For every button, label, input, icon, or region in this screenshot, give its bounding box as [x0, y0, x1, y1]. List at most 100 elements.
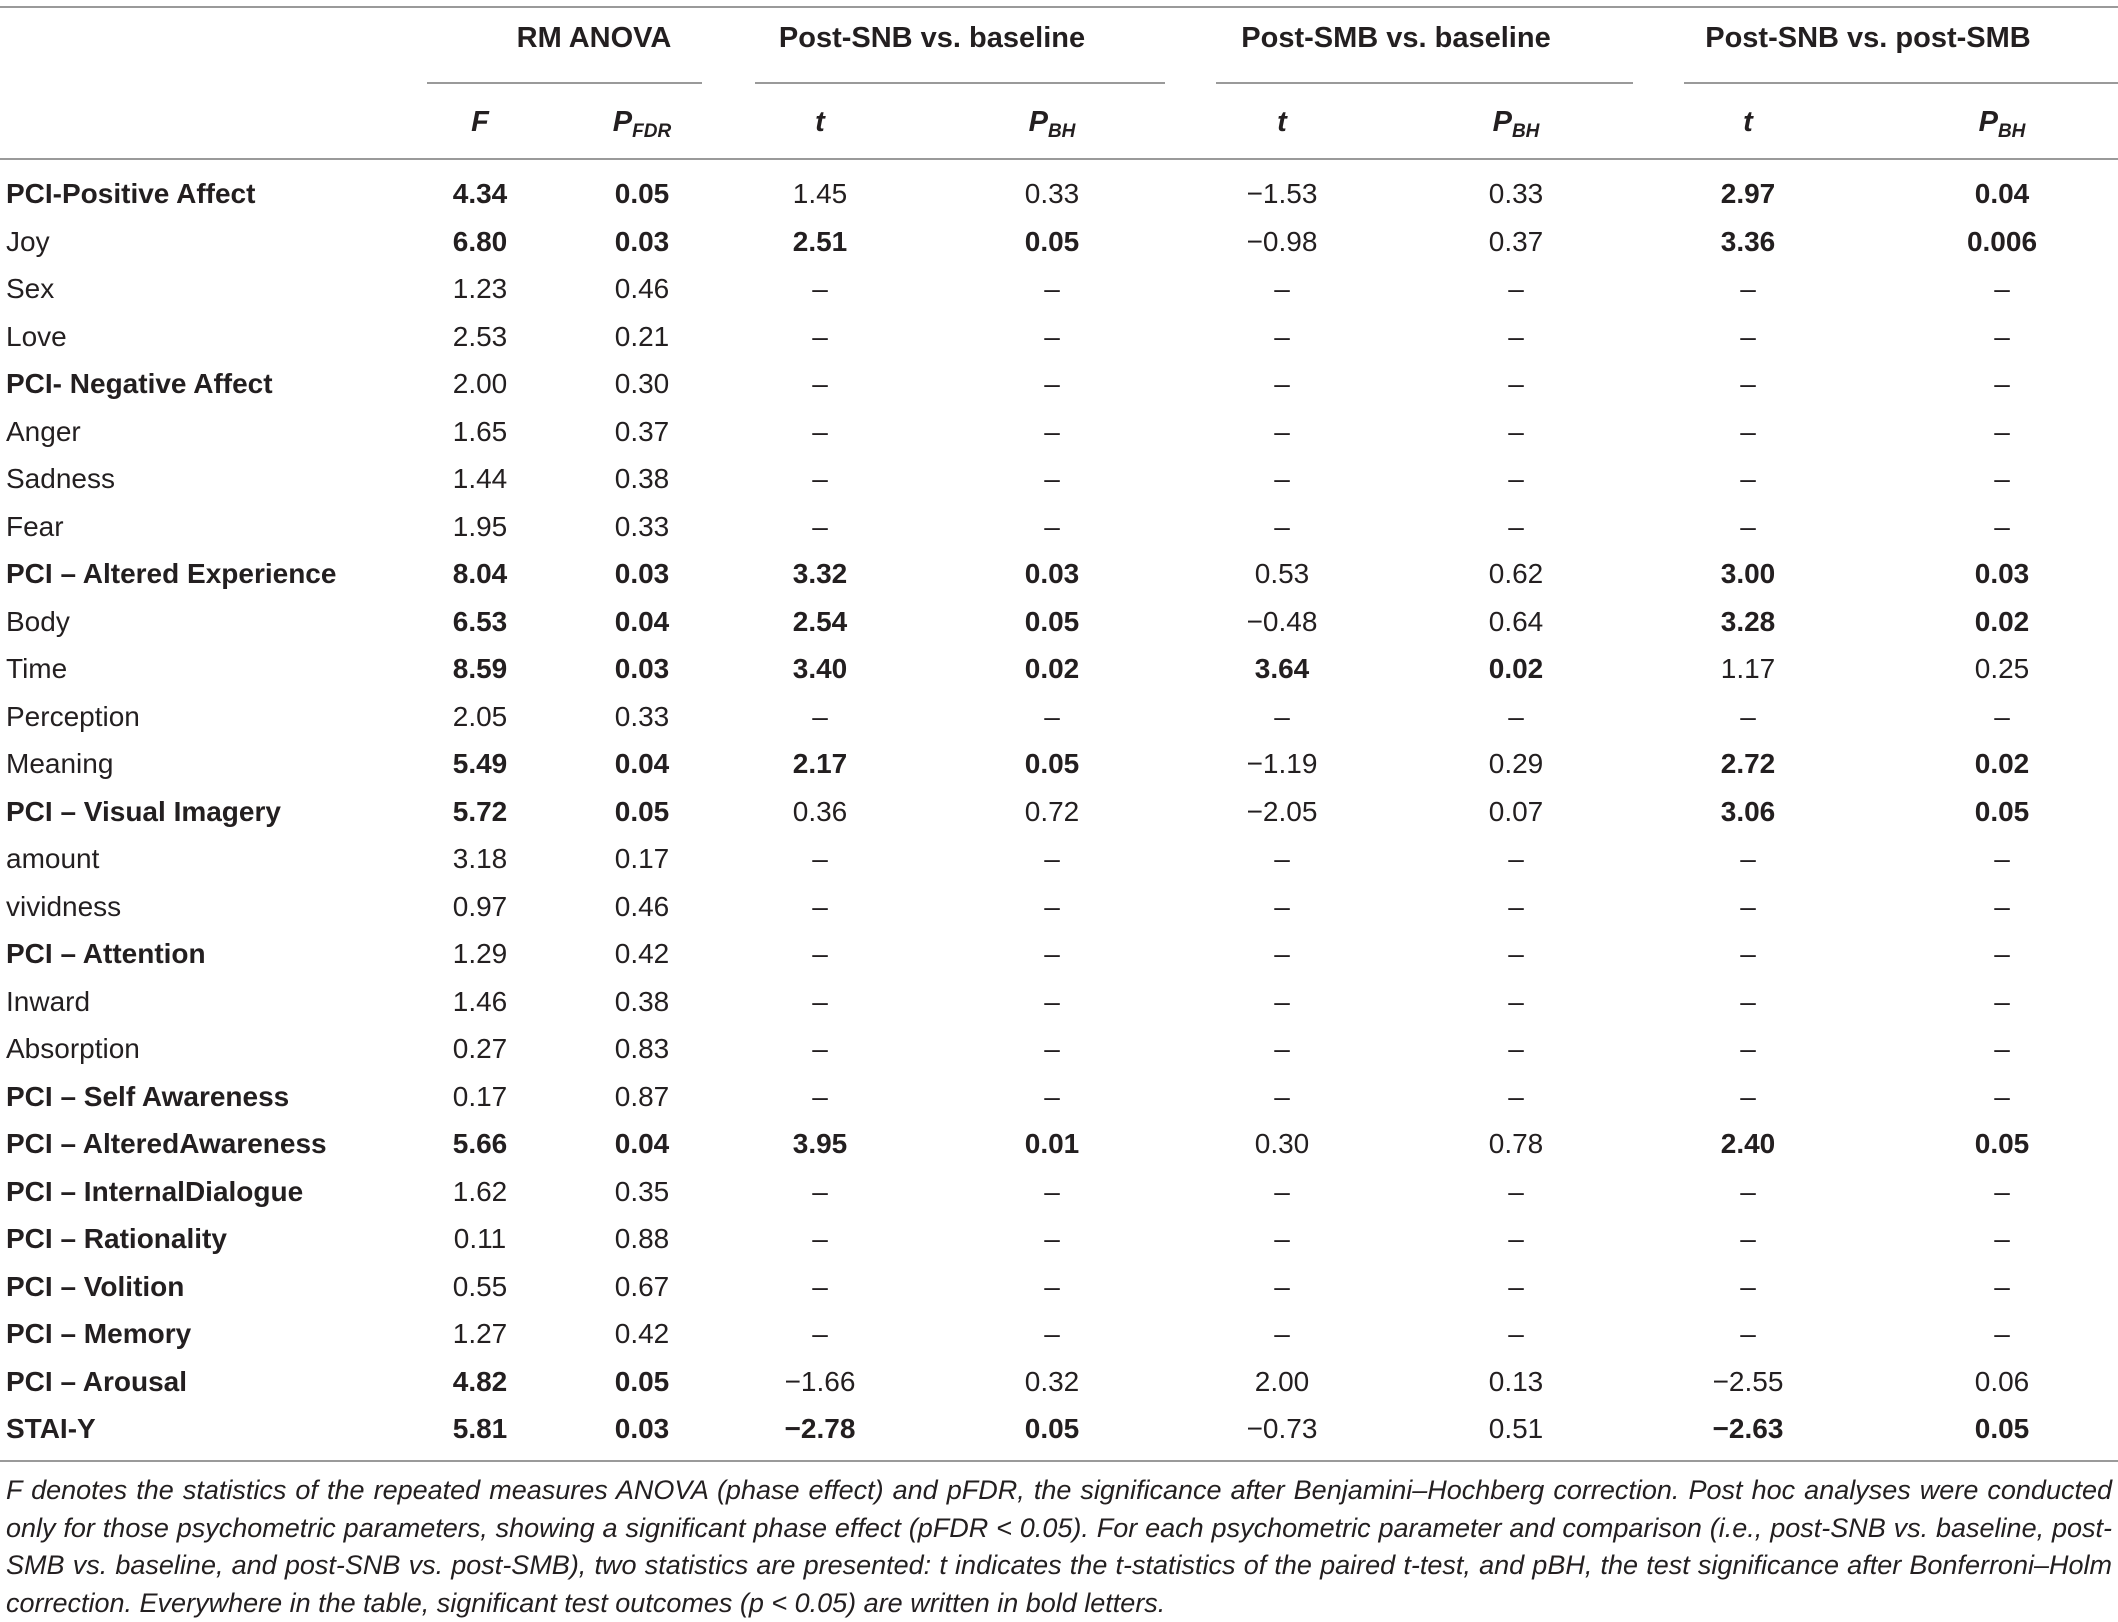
- table-cell: –: [1508, 1033, 1524, 1064]
- table-cell: –: [812, 938, 828, 969]
- table-cell: 3.28: [1720, 605, 1776, 637]
- table-cell: –: [1044, 320, 1060, 352]
- table-cell: 0.17: [614, 843, 670, 874]
- table-cell: 0.01: [1024, 1128, 1080, 1159]
- table-row: PCI- Negative Affect 2.00 0.30 – – – – – –: [0, 362, 2118, 410]
- table-cell: –: [812, 320, 828, 352]
- table-cell: –: [1740, 273, 1756, 304]
- table-cell: –: [1994, 843, 2010, 874]
- table-row: Sadness 1.44 0.38 – – – – – –: [0, 457, 2118, 505]
- table-cell: 0.03: [614, 1413, 670, 1444]
- table-cell: –: [812, 1318, 828, 1349]
- table-cell: 0.02: [1974, 748, 2030, 779]
- table-row: PCI-Positive Affect 4.34 0.05 1.45 0.33 −1.53…: [0, 172, 2118, 220]
- column-header-5: PBH: [1416, 106, 1616, 143]
- table-cell: 2.00: [1254, 1365, 1310, 1397]
- table-cell: –: [1994, 463, 2010, 494]
- column-header-subscript: FDR: [632, 121, 672, 142]
- table-cell: 0.05: [1024, 1413, 1080, 1444]
- column-header-3: PBH: [952, 106, 1152, 143]
- row-label: Anger: [6, 415, 81, 447]
- table-cell: –: [1044, 273, 1060, 304]
- table-cell: −0.98: [1246, 225, 1318, 257]
- column-header-symbol: P: [1492, 106, 1512, 138]
- table-cell: 0.04: [614, 748, 670, 779]
- table-cell: –: [1274, 415, 1290, 447]
- table-cell: 2.53: [452, 320, 508, 352]
- column-header-4: t: [1182, 106, 1382, 139]
- table-cell: –: [1274, 843, 1290, 874]
- table-cell: 2.00: [452, 368, 508, 399]
- table-cell: 0.03: [614, 558, 670, 589]
- table-cell: −2.63: [1712, 1413, 1784, 1444]
- table-cell: 0.37: [1488, 225, 1544, 257]
- row-label: Sex: [6, 273, 55, 304]
- table-cell: 0.55: [452, 1270, 508, 1302]
- table-row: PCI – InternalDialogue 1.62 0.35 – – – – – –: [0, 1170, 2118, 1218]
- table-cell: –: [1044, 368, 1060, 399]
- table-cell: –: [1740, 510, 1756, 542]
- row-label: PCI – AlteredAwareness: [6, 1128, 327, 1159]
- table-cell: 0.33: [614, 700, 670, 732]
- table-cell: 0.30: [1254, 1128, 1310, 1159]
- table-cell: 8.59: [452, 653, 508, 684]
- table-cell: –: [1274, 1080, 1290, 1112]
- table-cell: –: [1274, 938, 1290, 969]
- table-cell: –: [1274, 1318, 1290, 1349]
- table-row: PCI – Arousal 4.82 0.05 −1.66 0.32 2.00 0.13 −2…: [0, 1360, 2118, 1408]
- table-cell: 0.33: [1488, 178, 1544, 209]
- table-cell: –: [1508, 938, 1524, 969]
- table-cell: −2.78: [784, 1413, 856, 1444]
- table-body: PCI-Positive Affect 4.34 0.05 1.45 0.33 −1.53…: [0, 172, 2118, 1455]
- row-label: Body: [6, 605, 70, 637]
- row-label: PCI – Attention: [6, 938, 206, 969]
- table-row: PCI – AlteredAwareness 5.66 0.04 3.95 0.01 0.…: [0, 1122, 2118, 1170]
- table-cell: –: [1994, 1223, 2010, 1254]
- row-label: Love: [6, 320, 67, 352]
- table-row: PCI – Volition 0.55 0.67 – – – – – –: [0, 1265, 2118, 1313]
- table-cell: –: [812, 1033, 828, 1064]
- table-cell: 0.05: [1974, 1128, 2030, 1159]
- table-cell: –: [1740, 938, 1756, 969]
- table-row: PCI – Memory 1.27 0.42 – – – – – –: [0, 1312, 2118, 1360]
- table-bottom-rule: [0, 1460, 2118, 1462]
- table-cell: –: [1274, 368, 1290, 399]
- table-row: PCI – Attention 1.29 0.42 – – – – – –: [0, 932, 2118, 980]
- group-header-rm-anova: RM ANOVA: [516, 22, 672, 54]
- table-cell: 0.37: [614, 415, 670, 447]
- table-cell: –: [1274, 1033, 1290, 1064]
- table-cell: 0.17: [452, 1080, 508, 1112]
- table-cell: 0.03: [614, 653, 670, 684]
- table-cell: –: [1508, 1175, 1524, 1207]
- table-cell: –: [1274, 320, 1290, 352]
- table-cell: 0.87: [614, 1080, 670, 1112]
- table-cell: –: [1508, 843, 1524, 874]
- table-cell: –: [1508, 415, 1524, 447]
- table-row: STAI-Y 5.81 0.03 −2.78 0.05 −0.73 0.51 −2.63 0.0…: [0, 1407, 2118, 1455]
- table-cell: –: [1044, 463, 1060, 494]
- column-header-2: t: [720, 106, 920, 139]
- table-cell: 0.05: [614, 178, 670, 209]
- table-cell: 0.05: [614, 795, 670, 827]
- table-cell: 3.00: [1720, 558, 1776, 589]
- table-cell: 0.05: [1024, 748, 1080, 779]
- column-header-symbol: t: [1743, 106, 1753, 138]
- column-header-0: F: [380, 106, 580, 139]
- table-cell: –: [1994, 1318, 2010, 1349]
- group-header-post-smb-vs-baseline: Post-SMB vs. baseline: [1241, 22, 1551, 54]
- table-cell: –: [1740, 1270, 1756, 1302]
- table-row: Perception 2.05 0.33 – – – – – –: [0, 695, 2118, 743]
- header-bottom-rule: [0, 158, 2118, 160]
- row-label: PCI – Volition: [6, 1270, 185, 1302]
- row-label: PCI – Memory: [6, 1318, 192, 1349]
- table-cell: –: [1274, 700, 1290, 732]
- row-label: PCI – Altered Experience: [6, 558, 337, 589]
- table-cell: –: [1044, 1270, 1060, 1302]
- table-cell: –: [1508, 700, 1524, 732]
- table-cell: –: [1740, 463, 1756, 494]
- row-label: PCI – InternalDialogue: [6, 1175, 304, 1207]
- table-cell: –: [1508, 890, 1524, 922]
- table-cell: 0.30: [614, 368, 670, 399]
- table-row: PCI – Altered Experience 8.04 0.03 3.32 0.03…: [0, 552, 2118, 600]
- table-cell: 0.25: [1974, 653, 2030, 684]
